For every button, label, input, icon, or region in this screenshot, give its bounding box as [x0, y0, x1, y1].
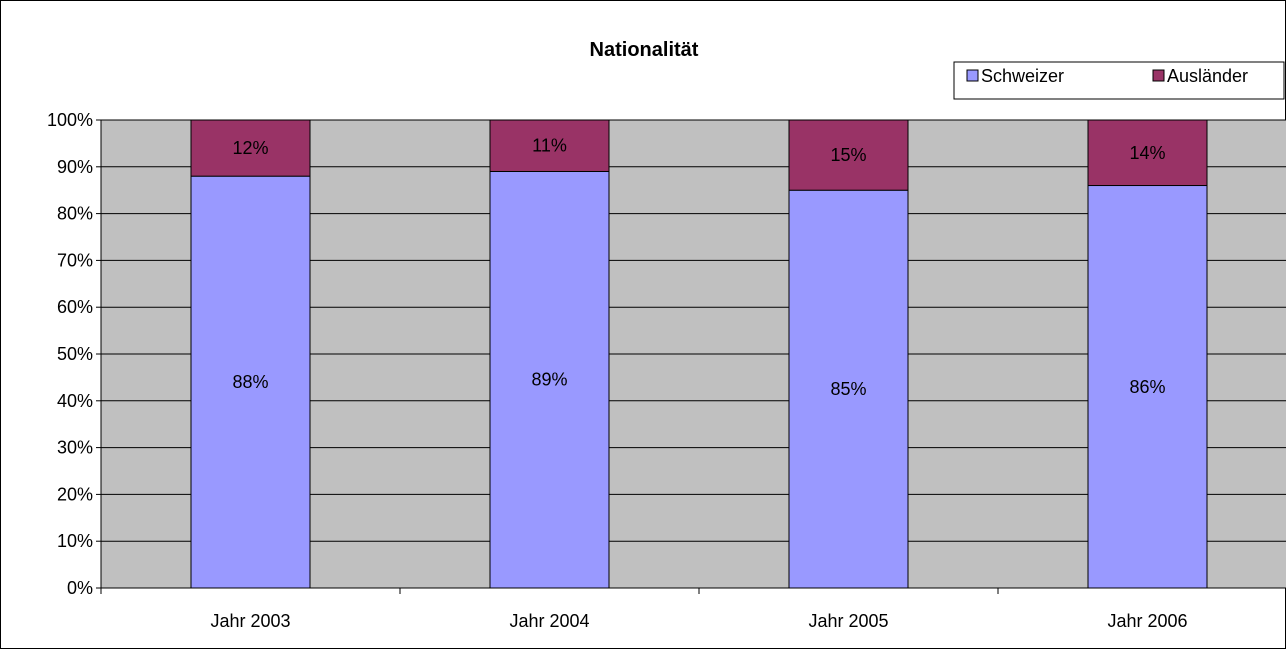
y-tick-label: 50%	[57, 344, 93, 364]
y-tick-label: 10%	[57, 531, 93, 551]
y-tick-label: 80%	[57, 204, 93, 224]
y-tick-label: 70%	[57, 250, 93, 270]
y-tick-label: 40%	[57, 391, 93, 411]
data-label: 85%	[830, 379, 866, 399]
data-label: 88%	[232, 372, 268, 392]
bar-schweizer	[1087, 185, 1208, 589]
bar-schweizer	[788, 189, 909, 589]
data-label: 86%	[1129, 377, 1165, 397]
legend-box	[953, 61, 1285, 100]
y-tick-label: 60%	[57, 297, 93, 317]
x-tick-label: Jahr 2003	[210, 611, 290, 631]
data-label: 11%	[532, 136, 567, 156]
bar-auslaender	[1087, 119, 1208, 187]
data-label: 12%	[232, 138, 268, 158]
data-label: 14%	[1129, 143, 1165, 163]
axes-group: 0% 10% 20% 30% 40% 50% 60% 70% 80% 90% 100% Jahr 20…	[47, 110, 1286, 631]
x-tick-label: Jahr 2005	[808, 611, 888, 631]
legend-label-auslaender: Ausländer	[1167, 66, 1248, 86]
bar-auslaender	[190, 119, 311, 177]
y-tick-label: 90%	[57, 157, 93, 177]
bar-auslaender	[489, 119, 610, 172]
legend-swatch-schweizer	[966, 69, 979, 82]
y-tick-label: 100%	[47, 110, 93, 130]
legend: Schweizer Ausländer	[953, 61, 1285, 100]
bars-group: 88% 12% 89% 11% 85% 15% 86% 14%	[190, 119, 1208, 589]
data-label: 15%	[830, 145, 866, 165]
x-tick-label: Jahr 2004	[509, 611, 589, 631]
bar-schweizer	[190, 175, 311, 589]
legend-label-schweizer: Schweizer	[981, 66, 1064, 86]
x-tick-label: Jahr 2006	[1107, 611, 1187, 631]
bar-auslaender	[788, 119, 909, 191]
y-tick-label: 20%	[57, 484, 93, 504]
y-tick-label: 30%	[57, 438, 93, 458]
legend-swatch-auslaender	[1152, 69, 1165, 82]
y-tick-label: 0%	[67, 578, 93, 598]
data-label: 89%	[531, 370, 567, 390]
chart-title: Nationalität	[590, 39, 699, 61]
